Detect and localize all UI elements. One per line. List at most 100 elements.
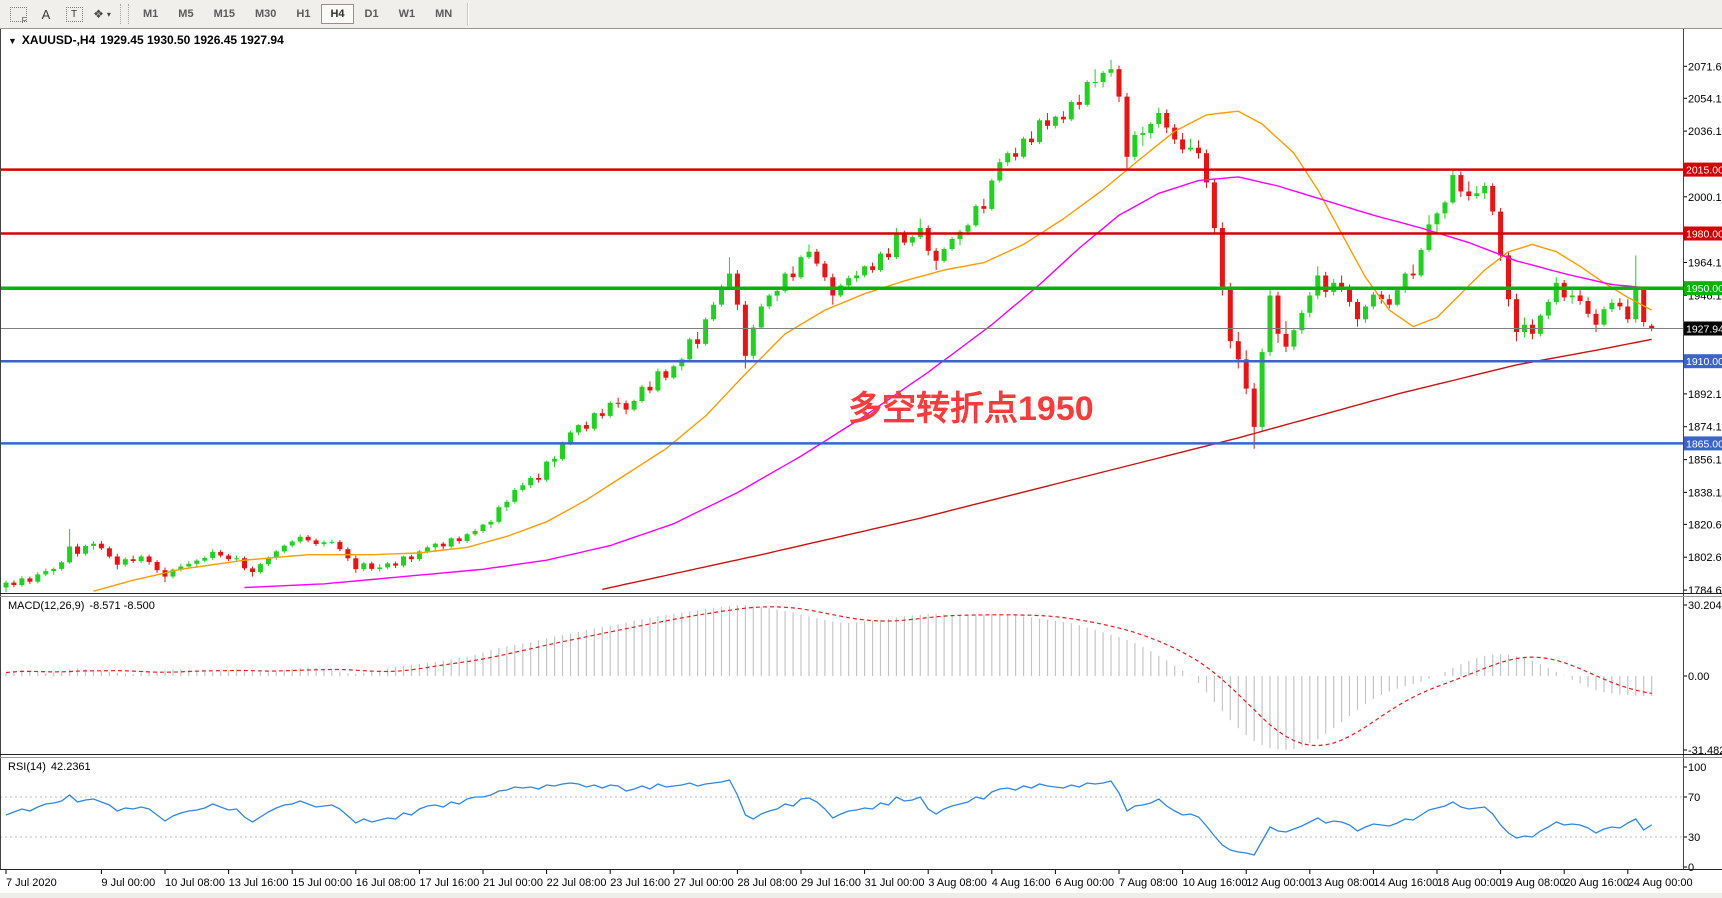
candle-body <box>202 558 208 561</box>
fibonacci-tool-icon[interactable]: F <box>5 2 31 26</box>
candle-body <box>146 556 152 562</box>
price-line-label: 1980.00 <box>1686 229 1722 241</box>
price-tick-label: 1820.60 <box>1688 519 1722 531</box>
candle-body <box>1219 228 1225 289</box>
candle-body <box>138 556 144 562</box>
text-label-tool-icon[interactable]: A <box>41 6 51 22</box>
candle-body <box>170 569 176 577</box>
time-tick-label: 17 Jul 16:00 <box>419 877 479 889</box>
timeframe-button-mn[interactable]: MN <box>435 8 453 20</box>
price-tick-label: 1784.60 <box>1688 585 1722 597</box>
candle-body <box>750 327 756 356</box>
candle-body <box>1021 138 1027 157</box>
rsi-indicator-label: RSI(14) 42.2361 <box>8 761 91 773</box>
candle-body <box>1045 120 1050 126</box>
price-line-label: 1950.00 <box>1686 283 1722 295</box>
candle-body <box>1402 273 1408 290</box>
price-tick-label: 1856.10 <box>1688 455 1722 467</box>
macd-axis-label: 0.00 <box>1688 671 1709 683</box>
candle-body <box>281 545 287 552</box>
candle-body <box>496 507 502 522</box>
candle-body <box>727 273 732 287</box>
candle-body <box>1211 182 1217 228</box>
panel-borders <box>0 28 1722 898</box>
candle-body <box>1355 301 1360 320</box>
price-tick-label: 2054.10 <box>1688 93 1722 105</box>
candle-body <box>1633 288 1639 320</box>
candle-body <box>385 563 391 568</box>
timeframe-button-m1[interactable]: M1 <box>143 8 159 20</box>
time-tick-label: 22 Jul 08:00 <box>547 877 607 889</box>
rsi-value: 42.2361 <box>50 761 91 773</box>
ma-slow-red[interactable] <box>602 338 1652 591</box>
time-tick-label: 23 Jul 16:00 <box>610 877 670 889</box>
candle-body <box>1235 341 1241 360</box>
candle-body <box>51 568 57 572</box>
candle-body <box>766 295 772 307</box>
candle-body <box>218 551 224 556</box>
price-line-label-box <box>1684 281 1722 296</box>
candle-body <box>1124 96 1130 157</box>
candle-body <box>711 304 717 320</box>
candle-body <box>909 237 915 243</box>
candle-body <box>1005 153 1011 163</box>
candle-body <box>472 531 478 535</box>
price-line-label-box <box>1684 162 1722 177</box>
toolbar-grip[interactable] <box>120 4 129 24</box>
candle-body <box>583 425 589 429</box>
candle-body <box>1060 116 1066 120</box>
candle-body <box>1156 113 1162 124</box>
time-tick-label: 29 Jul 16:00 <box>801 877 861 889</box>
candle-body <box>250 568 255 572</box>
candle-body <box>687 339 693 360</box>
timeframe-button-d1[interactable]: D1 <box>364 8 379 20</box>
candle-body <box>401 556 406 566</box>
candle-body <box>345 549 351 559</box>
ma-fast-orange[interactable] <box>93 110 1653 592</box>
time-tick-label: 10 Jul 08:00 <box>165 877 225 889</box>
candle-body <box>965 225 971 232</box>
candle-body <box>1132 134 1138 157</box>
candle-body <box>925 228 931 251</box>
chart-collapse-icon[interactable]: ▼ <box>8 36 17 46</box>
timeframe-button-m30[interactable]: M30 <box>254 8 277 20</box>
candle-body <box>1116 69 1122 97</box>
timeframe-button-h1[interactable]: H1 <box>296 8 311 20</box>
candle-body <box>814 251 820 264</box>
candle-body <box>536 478 542 480</box>
candle-body <box>647 386 653 391</box>
timeframe-button-m5[interactable]: M5 <box>178 8 194 20</box>
chart-text-annotation[interactable]: 多空转折点1950 <box>848 390 1094 428</box>
candle-body <box>1378 294 1384 300</box>
candle-body <box>27 578 33 582</box>
candle-body <box>210 551 216 558</box>
text-tool-icon[interactable]: T <box>61 2 87 26</box>
time-tick-label: 20 Aug 16:00 <box>1564 877 1629 889</box>
candle-body <box>544 461 550 480</box>
candle-body <box>1052 116 1058 126</box>
timeframe-buttons-group: M1 M5 M15 M30 H1 H4 D1 W1 MN <box>133 4 462 24</box>
toolbar-separator <box>467 3 469 25</box>
macd-values: -8.571 -8.500 <box>89 600 155 612</box>
candle-body <box>901 233 907 243</box>
arrows-tool-icon[interactable]: ❖ ▾ <box>93 7 111 21</box>
candle-body <box>1084 82 1090 105</box>
candle-body <box>321 542 327 545</box>
timeframe-button-m15[interactable]: M15 <box>213 8 235 20</box>
chart-ohlc-values: 1929.45 1930.50 1926.45 1927.94 <box>100 33 284 47</box>
candle-body <box>432 543 438 548</box>
rsi-line <box>5 779 1653 856</box>
timeframe-button-h4[interactable]: H4 <box>321 4 354 24</box>
candle-body <box>1410 273 1416 276</box>
candle-body <box>703 319 709 344</box>
time-tick-label: 12 Aug 00:00 <box>1246 877 1311 889</box>
candle-body <box>742 304 748 356</box>
candle-body <box>353 558 359 570</box>
ma-mid-magenta[interactable] <box>244 176 1652 589</box>
candle-body <box>1553 282 1559 302</box>
candle-body <box>623 403 629 410</box>
time-tick-label: 18 Aug 00:00 <box>1437 877 1502 889</box>
candle-body <box>695 339 701 344</box>
candle-body <box>1426 224 1432 250</box>
timeframe-button-w1[interactable]: W1 <box>398 8 416 20</box>
